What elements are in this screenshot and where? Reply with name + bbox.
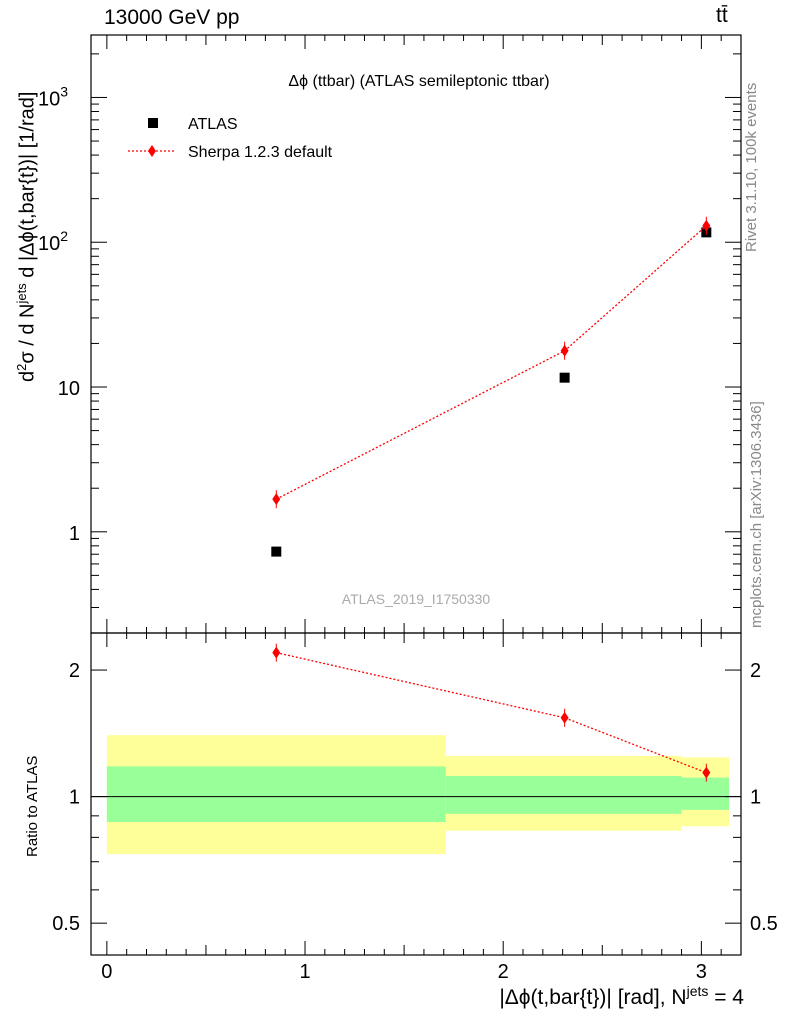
atlas-data-point bbox=[559, 372, 570, 383]
analysis-watermark: ATLAS_2019_I1750330 bbox=[342, 591, 491, 607]
x-axis-label: |Δϕ(t,bar{t})| [rad], Njets = 4 bbox=[499, 983, 744, 1010]
legend-atlas-marker bbox=[148, 118, 158, 128]
main-y-tick-exponent: 3 bbox=[60, 83, 68, 99]
legend-sherpa-marker bbox=[148, 145, 156, 157]
ratio-axes: 0.5 0.5 1 1 2 2 0 1 2 3 bbox=[52, 632, 778, 983]
sherpa-prediction-point bbox=[272, 493, 281, 506]
process-label: tt̄ bbox=[716, 4, 728, 27]
legend-sherpa-label: Sherpa 1.2.3 default bbox=[188, 144, 333, 161]
energy-label: 13000 GeV pp bbox=[104, 6, 240, 29]
main-axes: 1 10 102 103 bbox=[38, 34, 742, 634]
main-y-tick-label: 102 bbox=[38, 228, 68, 255]
green-band-0 bbox=[106, 766, 446, 823]
x-tick-label: 2 bbox=[498, 961, 509, 983]
ratio-y-tick-label-right: 0.5 bbox=[750, 913, 778, 935]
sherpa-prediction-line bbox=[275, 225, 707, 500]
ratio-y-tick-label-right: 2 bbox=[750, 660, 761, 682]
sherpa-prediction-point bbox=[560, 344, 569, 357]
sherpa-prediction-point bbox=[702, 219, 711, 232]
main-y-tick-label: 1 bbox=[69, 523, 80, 545]
x-label-sup: jets bbox=[686, 983, 709, 999]
legend-atlas-label: ATLAS bbox=[188, 116, 238, 133]
main-y-tick-exponent: 2 bbox=[60, 228, 68, 244]
sherpa-ratio-point bbox=[272, 646, 281, 659]
sherpa-ratio-point bbox=[702, 766, 711, 779]
main-y-tick-label: 103 bbox=[38, 83, 68, 110]
plot-title: Δϕ (ttbar) (ATLAS semileptonic ttbar) bbox=[288, 73, 549, 90]
sherpa-ratio-line bbox=[276, 652, 707, 774]
green-band-1 bbox=[445, 775, 682, 814]
x-label-part-2: = 4 bbox=[708, 986, 744, 1009]
ratio-y-tick-label-right: 1 bbox=[750, 787, 761, 809]
x-tick-label: 1 bbox=[299, 961, 310, 983]
main-y-tick-label: 10 bbox=[58, 378, 80, 400]
ratio-y-tick-label: 2 bbox=[69, 660, 80, 682]
green-band-2 bbox=[681, 777, 730, 810]
ratio-uncertainty-bands bbox=[106, 735, 730, 855]
x-label-part-1: |Δϕ(t,bar{t})| [rad], N bbox=[499, 986, 687, 1009]
ratio-y-tick-label: 1 bbox=[69, 787, 80, 809]
main-series bbox=[271, 216, 712, 557]
sherpa-ratio-point bbox=[560, 711, 569, 724]
atlas-data-point bbox=[271, 546, 282, 557]
x-tick-label: 3 bbox=[696, 961, 707, 983]
ratio-frame bbox=[90, 632, 742, 956]
ratio-series bbox=[272, 643, 711, 782]
legend: ATLAS Sherpa 1.2.3 default bbox=[128, 116, 333, 161]
ratio-y-tick-label: 0.5 bbox=[52, 913, 80, 935]
x-tick-label: 0 bbox=[101, 961, 112, 983]
